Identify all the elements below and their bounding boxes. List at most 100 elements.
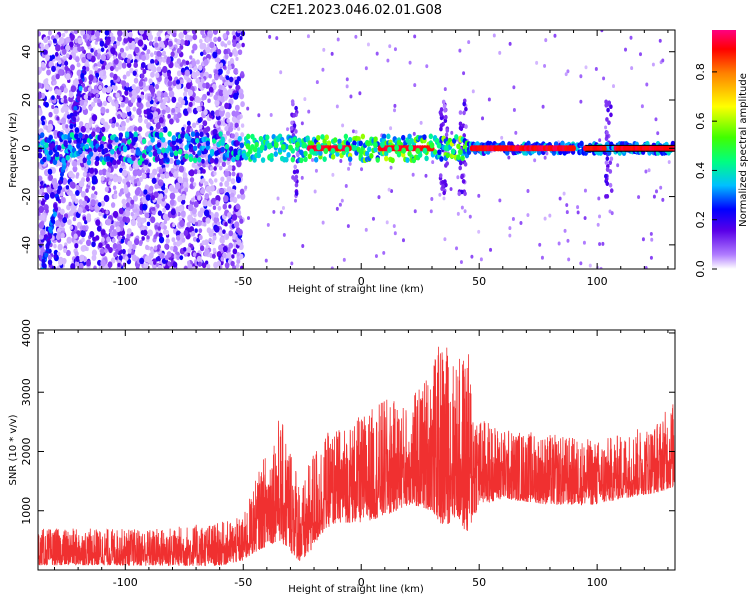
spectrogram-cell: [172, 32, 177, 38]
spectrogram-cell: [131, 155, 136, 161]
spectrogram-cell: [214, 69, 219, 75]
spectrogram-cell: [98, 169, 103, 176]
spectrogram-cell: [219, 62, 224, 68]
spectrogram-cell: [197, 150, 202, 156]
spectrogram-cell: [65, 53, 70, 59]
spectrogram-cell: [126, 233, 131, 239]
spectrogram-cell: [42, 156, 47, 163]
spectrogram-cell: [44, 193, 50, 201]
spectrogram-cell: [143, 263, 148, 269]
spectrogram-cell: [59, 208, 65, 215]
spectrogram-cell: [428, 133, 434, 140]
spectrogram-cell: [185, 60, 190, 66]
spectrogram-cell: [654, 189, 658, 194]
snr-x-tick-label: 0: [358, 576, 365, 589]
spectrogram-cell: [449, 187, 453, 192]
spectrogram-cell: [273, 151, 279, 157]
spectrogram-cell: [126, 62, 132, 69]
spectrogram-cell: [110, 47, 116, 55]
spectrogram-cell: [75, 56, 80, 63]
spectrogram-cell: [229, 57, 234, 64]
spectrogram-cell: [214, 225, 220, 233]
spectrogram-cell: [441, 183, 445, 189]
spectrogram-cell: [83, 94, 89, 100]
spectrogram-cell: [48, 149, 53, 156]
spectrogram-cell: [54, 206, 59, 212]
spectrogram-cell: [141, 33, 148, 41]
spectrogram-cell: [179, 62, 184, 68]
spectrogram-x-tick-label: 0: [358, 275, 365, 288]
spectrogram-cell: [157, 264, 163, 269]
spectrogram-cell: [63, 102, 68, 108]
colorbar-ticks: 0.0 0.2 0.4 0.6 0.8: [694, 63, 717, 278]
spectrogram-cell: [128, 45, 133, 50]
spectrogram-cell: [84, 167, 88, 173]
spectrogram-cell: [439, 112, 444, 118]
spectrogram-cell: [445, 128, 450, 133]
spectrogram-cell: [344, 146, 350, 153]
spectrogram-y-tick-label: 0: [20, 145, 33, 152]
spectrogram-cell: [119, 47, 125, 54]
spectrogram-cell: [184, 69, 190, 77]
spectrogram-cell: [121, 80, 127, 87]
spectrogram-cell: [199, 245, 205, 252]
spectrogram-cell: [94, 160, 100, 167]
spectrogram-cell: [125, 82, 130, 88]
spectrogram-cell: [53, 211, 58, 217]
spectrogram-cell: [235, 140, 240, 146]
spectrogram-cell: [86, 159, 92, 166]
spectrogram-cell: [103, 147, 109, 154]
spectrogram-cell: [179, 79, 184, 85]
spectrogram-cell: [228, 52, 233, 57]
spectrogram-cell: [579, 261, 583, 266]
spectrogram-cell: [202, 168, 206, 174]
snr-x-tick-label: -100: [113, 576, 138, 589]
colorbar-tick-label: 0.6: [694, 112, 707, 130]
spectrogram-cell: [48, 111, 53, 118]
spectrogram-cell: [152, 150, 158, 158]
spectrogram-cell: [541, 104, 545, 109]
spectrogram-cell: [124, 131, 130, 138]
spectrogram-cell: [461, 179, 466, 184]
spectrogram-cell: [95, 219, 101, 226]
spectrogram-cell: [218, 109, 225, 117]
spectrogram-cell: [150, 136, 155, 143]
spectrogram-cell: [156, 50, 162, 57]
spectrogram-cell: [533, 158, 537, 163]
spectrogram-cell: [608, 182, 613, 188]
spectrogram-cell: [294, 191, 299, 196]
spectrogram-cell: [44, 101, 49, 108]
spectrogram-cell: [223, 81, 228, 87]
spectrogram-cell: [237, 229, 243, 236]
spectrogram-cell: [141, 54, 147, 61]
spectrogram-cell: [84, 204, 90, 211]
spectrogram-cell: [489, 247, 493, 252]
spectrogram-cell: [128, 36, 133, 44]
spectrogram-cell: [130, 219, 137, 227]
spectrogram-cell: [99, 143, 104, 150]
spectrogram-cell: [56, 116, 60, 121]
spectrogram-cell: [112, 185, 117, 190]
spectrogram-cell: [222, 88, 229, 97]
spectrogram-cell: [199, 189, 204, 194]
spectrogram-cell: [97, 259, 102, 266]
spectrogram-cell: [168, 90, 175, 98]
spectrogram-cell: [98, 211, 103, 217]
spectrogram-cell: [173, 150, 179, 157]
spectrogram-cell: [219, 95, 226, 103]
spectrogram-cell: [209, 166, 214, 171]
spectrogram-cell: [74, 78, 78, 83]
spectrogram-cell: [442, 190, 446, 196]
spectrogram-cell: [658, 38, 662, 43]
spectrogram-cell: [133, 126, 138, 132]
spectrogram-cell: [53, 243, 57, 249]
spectrogram-cell: [233, 221, 240, 229]
spectrogram-cell: [230, 260, 235, 267]
spectrogram-cell: [101, 168, 107, 176]
spectrogram-cell: [598, 242, 602, 246]
spectrogram-cell: [185, 82, 192, 90]
spectrogram-cell: [223, 96, 228, 101]
spectrogram-cell: [179, 255, 184, 261]
spectrogram-cell: [477, 193, 481, 198]
spectrogram-cell: [130, 212, 134, 217]
